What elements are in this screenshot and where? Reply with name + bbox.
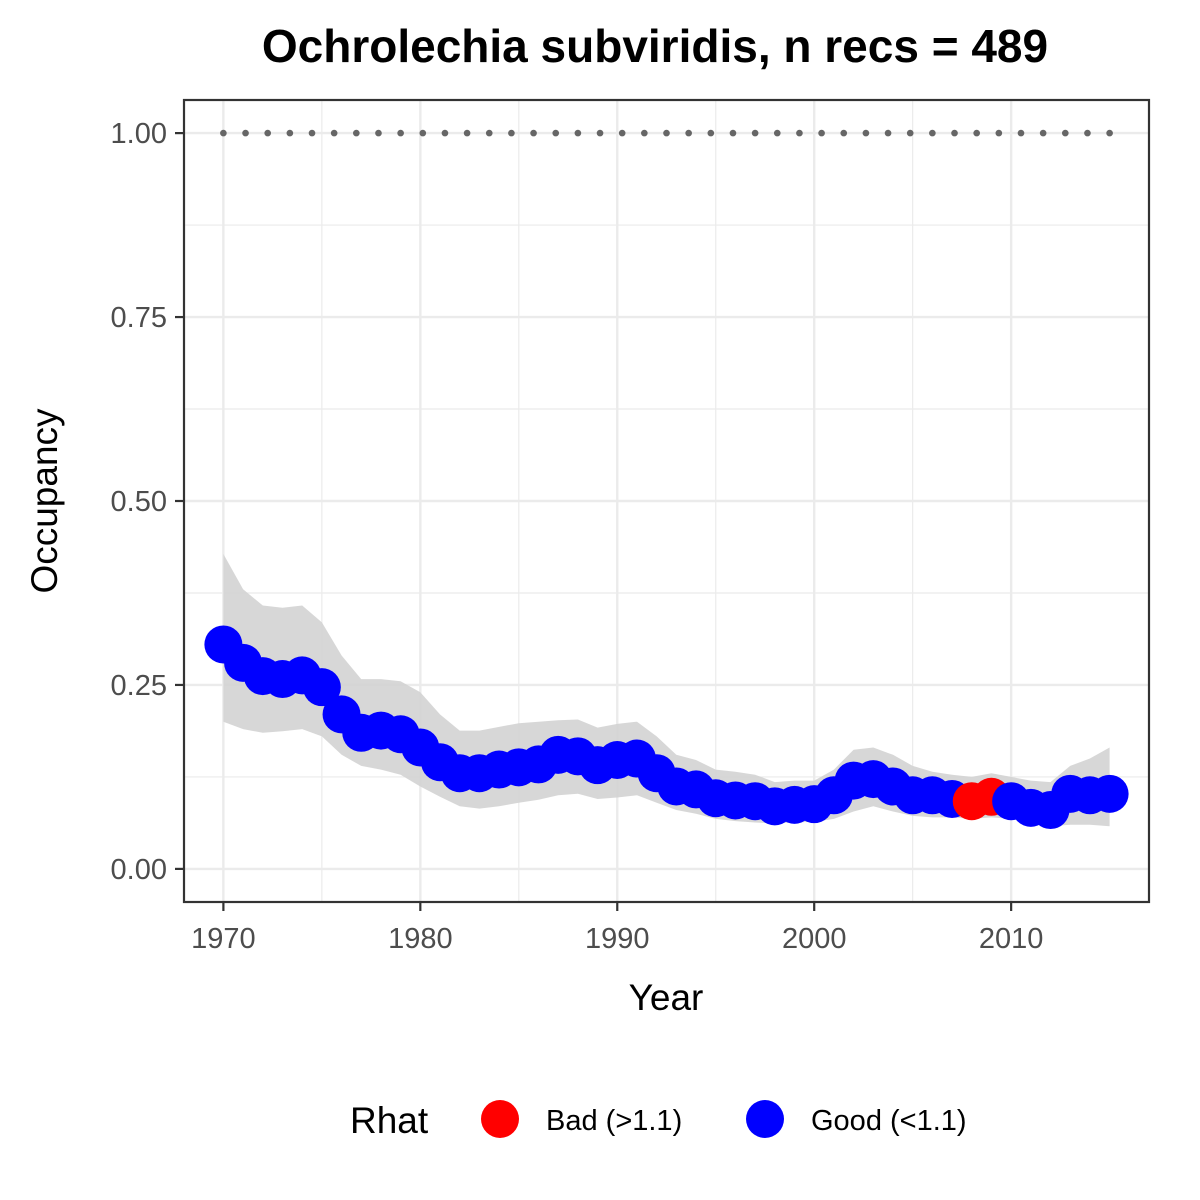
reference-dot [973,129,980,137]
x-axis-title: Year [629,977,704,1018]
reference-dot [663,129,670,137]
reference-dot [818,129,825,137]
reference-dot [884,129,892,137]
x-tick-label: 1980 [388,923,453,955]
x-tick-label: 2000 [782,923,847,955]
reference-dot [951,129,958,137]
reference-dot [995,129,1003,137]
reference-dot [330,129,338,137]
y-axis-title: Occupancy [24,408,65,594]
reference-dot [641,129,648,137]
legend-label-bad: Bad (>1.1) [546,1105,682,1137]
legend: Rhat Bad (>1.1) Good (<1.1) [350,1100,967,1141]
reference-dot [596,129,604,137]
reference-dot [729,129,737,137]
reference-line-dots [220,129,1113,137]
reference-dot [1084,129,1091,137]
reference-dot [220,129,227,137]
x-tick-label: 1970 [191,923,256,955]
reference-dot [1039,129,1047,137]
x-axis-ticks: 1970 1980 1990 2000 2010 [191,902,1043,955]
reference-dot [796,129,803,137]
legend-label-good: Good (<1.1) [811,1105,967,1137]
x-tick-label: 2010 [979,923,1044,955]
y-tick-label: 0.75 [111,302,167,334]
reference-dot [242,129,249,137]
reference-dot [840,129,848,137]
reference-dot [574,129,582,137]
reference-dot [862,129,870,137]
reference-dot [485,129,493,137]
data-point-2015 [1090,774,1129,813]
legend-title: Rhat [350,1100,429,1141]
x-tick-label: 1990 [585,923,650,955]
reference-dot [264,129,271,137]
reference-dot [906,129,914,137]
reference-dot [463,129,471,137]
occupancy-points [204,625,1129,830]
reference-dot [751,129,759,137]
y-tick-label: 0.50 [111,486,167,518]
y-axis-ticks: 0.00 0.25 0.50 0.75 1.00 [111,118,184,886]
y-tick-label: 1.00 [111,118,167,150]
reference-dot [773,129,781,137]
legend-key-good [746,1100,784,1138]
reference-dot [929,129,936,137]
reference-dot [286,129,294,137]
y-tick-label: 0.25 [111,670,167,702]
reference-dot [707,129,715,137]
reference-dot [375,129,382,137]
reference-dot [419,129,427,137]
reference-dot [618,129,626,137]
reference-dot [353,129,360,137]
reference-dot [308,129,316,137]
reference-dot [441,129,449,137]
reference-dot [1017,129,1025,137]
reference-dot [552,129,560,137]
legend-key-bad [481,1100,519,1138]
chart-title: Ochrolechia subviridis, n recs = 489 [262,20,1048,72]
reference-dot [685,129,692,137]
reference-dot [1106,129,1113,137]
y-tick-label: 0.00 [111,854,167,886]
data-point-1975 [302,668,341,707]
reference-dot [530,129,537,137]
reference-dot [508,129,515,137]
reference-dot [1062,129,1069,137]
reference-dot [397,129,404,137]
